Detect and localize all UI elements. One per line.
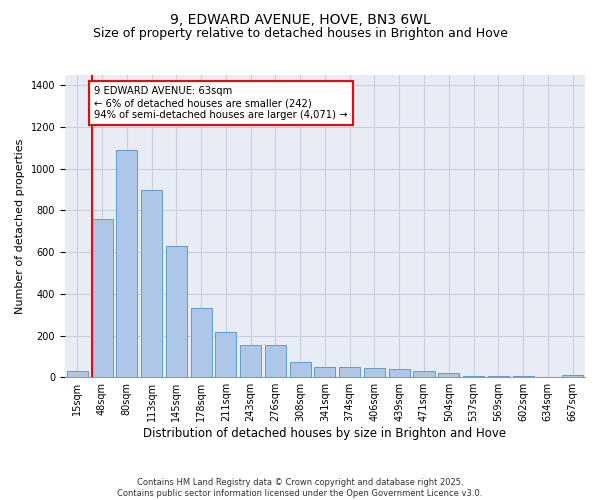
X-axis label: Distribution of detached houses by size in Brighton and Hove: Distribution of detached houses by size … <box>143 427 506 440</box>
Bar <box>191 308 212 377</box>
Bar <box>314 367 335 377</box>
Y-axis label: Number of detached properties: Number of detached properties <box>15 138 25 314</box>
Bar <box>116 150 137 377</box>
Bar <box>265 345 286 377</box>
Bar <box>562 375 583 377</box>
Bar <box>438 373 460 377</box>
Bar <box>413 371 434 377</box>
Bar <box>339 367 360 377</box>
Bar <box>215 332 236 377</box>
Bar <box>67 371 88 377</box>
Text: 9 EDWARD AVENUE: 63sqm
← 6% of detached houses are smaller (242)
94% of semi-det: 9 EDWARD AVENUE: 63sqm ← 6% of detached … <box>94 86 348 120</box>
Text: 9, EDWARD AVENUE, HOVE, BN3 6WL: 9, EDWARD AVENUE, HOVE, BN3 6WL <box>170 12 430 26</box>
Bar <box>512 376 533 377</box>
Bar <box>488 376 509 377</box>
Bar <box>240 345 261 377</box>
Bar <box>141 190 162 377</box>
Text: Size of property relative to detached houses in Brighton and Hove: Size of property relative to detached ho… <box>92 28 508 40</box>
Bar <box>166 246 187 377</box>
Bar <box>364 368 385 377</box>
Bar <box>290 362 311 377</box>
Bar <box>389 369 410 377</box>
Bar <box>463 376 484 377</box>
Text: Contains HM Land Registry data © Crown copyright and database right 2025.
Contai: Contains HM Land Registry data © Crown c… <box>118 478 482 498</box>
Bar <box>92 219 113 377</box>
